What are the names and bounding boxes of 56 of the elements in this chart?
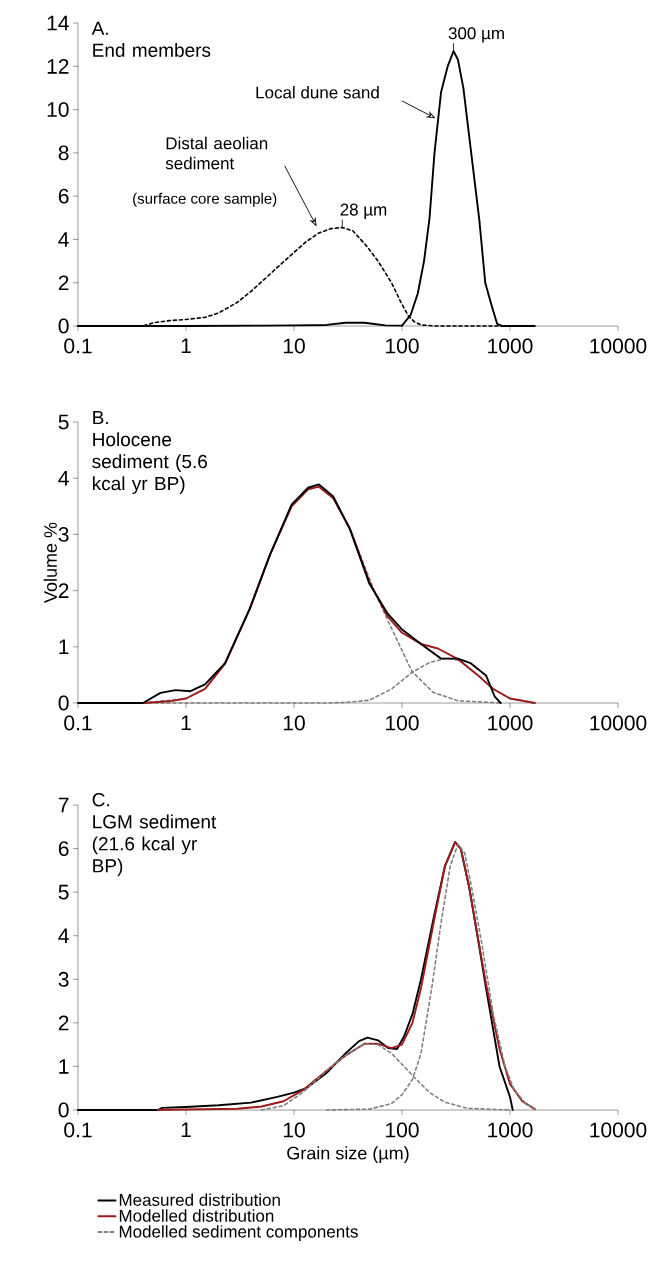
x-tick-label: 0.1 (64, 1122, 92, 1138)
legend-label: Modelled distribution (119, 1209, 274, 1222)
annotation: (surface core sample) (133, 192, 277, 207)
y-tick-label: 2 (58, 1015, 69, 1031)
y-tick-label: 5 (58, 884, 69, 900)
y-tick-label: 14 (47, 15, 69, 31)
x-tick-label: 100 (386, 715, 419, 731)
text: LGM sediment (21.6 kcal yr BP) (92, 814, 217, 877)
x-tick-label: 1 (181, 1122, 191, 1137)
y-tick-label: 0 (58, 1102, 69, 1118)
y-tick-label: 6 (58, 841, 69, 857)
legend-label: Modelled sediment components (119, 1225, 358, 1241)
y-tick-label: 0 (58, 695, 69, 711)
x-tick-label: 1 (181, 338, 191, 353)
annotation: Local dune sand (256, 86, 379, 99)
y-tick-label: 2 (58, 275, 69, 291)
y-tick-label: 8 (58, 145, 69, 161)
chart-title: B. (93, 410, 108, 425)
x-axis-title: Grain size (µm) (287, 1146, 409, 1164)
y-tick-label: 10 (47, 102, 69, 118)
x-tick-label: 1000 (488, 1122, 533, 1138)
y-tick-label: 1 (59, 639, 69, 655)
x-tick-label: 100 (386, 338, 419, 354)
y-tick-label: 1 (59, 1059, 69, 1074)
x-tick-label: 0.1 (64, 338, 92, 354)
y-tick-label: 7 (58, 797, 69, 813)
x-tick-label: 10000 (590, 338, 647, 354)
annotation: 300 µm (448, 27, 504, 43)
x-tick-label: 10000 (590, 1122, 647, 1138)
x-tick-label: 1000 (488, 715, 533, 731)
y-tick-label: 4 (58, 928, 69, 943)
text: End members (93, 43, 211, 57)
y-tick-label: 6 (58, 188, 69, 204)
x-tick-label: 10 (283, 1122, 305, 1138)
y-tick-label: 4 (58, 470, 69, 486)
annotation: 28 µm (340, 203, 387, 219)
annotation: Distal aeolian sediment (165, 136, 268, 170)
y-tick-label: 2 (58, 583, 69, 598)
y-axis-title: Volume % (43, 522, 57, 603)
text: Holocene sediment (5.6 kcal yr BP) (92, 432, 207, 494)
x-tick-label: 1 (181, 715, 191, 730)
y-tick-label: 12 (47, 58, 69, 74)
legend-label: Measured distribution (119, 1193, 280, 1206)
y-tick-label: 3 (58, 971, 69, 987)
y-tick-label: 3 (58, 526, 69, 542)
y-tick-label: 4 (58, 232, 69, 247)
x-tick-label: 1000 (488, 338, 533, 354)
x-tick-label: 10000 (590, 715, 647, 731)
chart-title: A. (91, 21, 108, 35)
x-tick-label: 10 (283, 715, 305, 731)
y-tick-label: 0 (58, 318, 69, 334)
chart-title: C. (92, 793, 109, 807)
x-tick-label: 10 (283, 338, 305, 354)
x-tick-label: 100 (386, 1122, 419, 1138)
y-tick-label: 5 (58, 414, 69, 430)
x-tick-label: 0.1 (64, 715, 92, 731)
